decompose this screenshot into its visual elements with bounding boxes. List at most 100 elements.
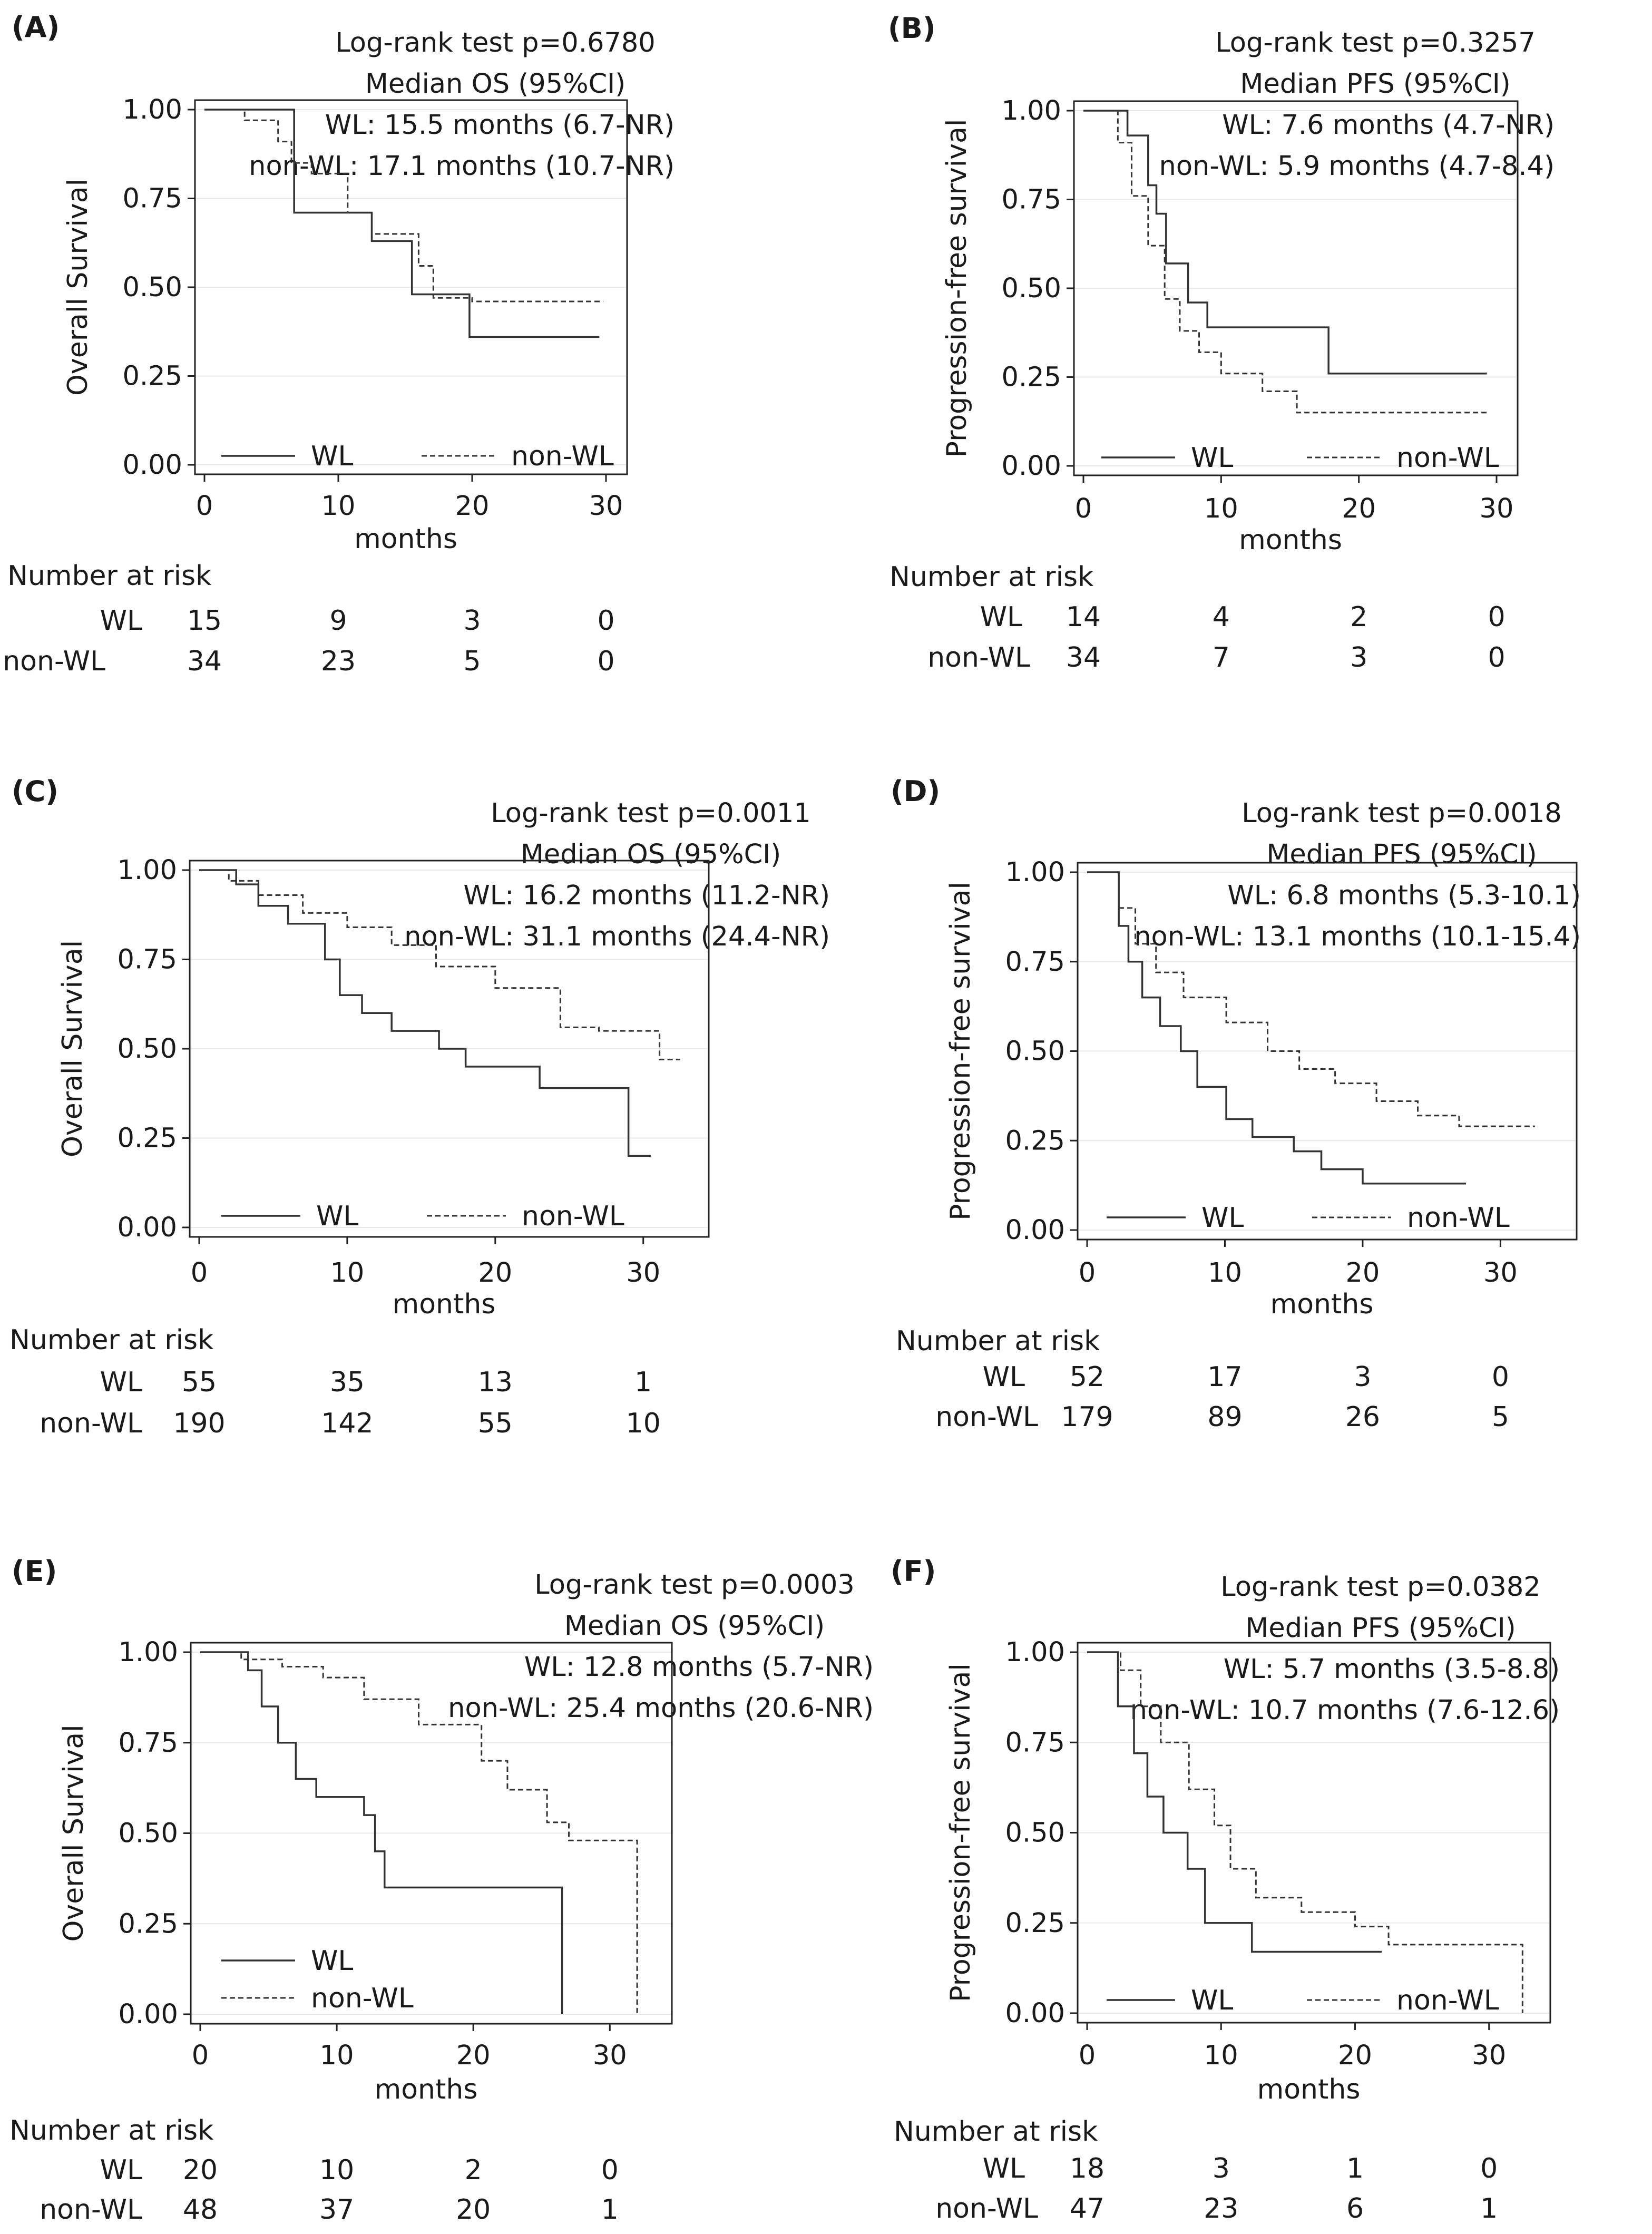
legend-label-E-1: non-WL bbox=[311, 1983, 414, 2014]
risk-value-E-1-0: 48 bbox=[183, 2194, 218, 2226]
risk-value-A-0-0: 15 bbox=[187, 605, 222, 637]
risk-title-F: Number at risk bbox=[894, 2116, 1098, 2148]
risk-value-D-0-1: 17 bbox=[1207, 1361, 1242, 1393]
risk-value-F-1-0: 47 bbox=[1070, 2193, 1104, 2225]
risk-value-B-1-3: 0 bbox=[1488, 642, 1505, 674]
xtick-label-B-0: 0 bbox=[1075, 493, 1092, 524]
curve-D-non-wl bbox=[1087, 871, 1535, 1127]
ytick-label-B-0: 0.00 bbox=[1001, 451, 1061, 482]
risk-label-F-0: WL bbox=[983, 2153, 1025, 2184]
annotation-B-0: Log-rank test p=0.3257 bbox=[1215, 27, 1536, 58]
annotation-C-2: WL: 16.2 months (11.2-NR) bbox=[463, 880, 830, 911]
panel-C: (C) Log-rank test p=0.0011 Median OS (95%C… bbox=[9, 775, 830, 1439]
annotation-D-1: Median PFS (95%CI) bbox=[1266, 839, 1537, 870]
curve-E-wl bbox=[200, 1651, 563, 2014]
ytick-label-D-3: 0.75 bbox=[1005, 947, 1065, 978]
risk-value-B-0-0: 14 bbox=[1066, 601, 1101, 633]
xtick-label-E-3: 30 bbox=[593, 2040, 627, 2071]
risk-title-A: Number at risk bbox=[7, 560, 211, 592]
xtick-label-A-1: 10 bbox=[321, 491, 356, 522]
xtick-label-A-0: 0 bbox=[196, 491, 213, 522]
xtick-label-D-2: 20 bbox=[1345, 1257, 1380, 1289]
risk-value-F-1-3: 1 bbox=[1480, 2193, 1498, 2225]
risk-value-F-0-2: 1 bbox=[1346, 2153, 1364, 2184]
xtick-label-A-3: 30 bbox=[589, 491, 623, 522]
risk-value-A-1-0: 34 bbox=[187, 646, 222, 677]
y-axis-title-C: Overall Survival bbox=[57, 940, 89, 1157]
risk-label-D-1: non-WL bbox=[935, 1401, 1038, 1433]
risk-value-F-1-2: 6 bbox=[1346, 2193, 1364, 2225]
panel-B: (B) Log-rank test p=0.3257 Median PFS (95%… bbox=[888, 12, 1555, 674]
annotation-C-3: non-WL: 31.1 months (24.4-NR) bbox=[404, 921, 830, 952]
annotation-E-0: Log-rank test p=0.0003 bbox=[534, 1569, 855, 1601]
ytick-label-F-3: 0.75 bbox=[1005, 1727, 1065, 1758]
ytick-label-E-1: 0.25 bbox=[118, 1908, 178, 1939]
legend-label-A-0: WL bbox=[311, 441, 353, 472]
ytick-label-D-4: 1.00 bbox=[1005, 857, 1065, 888]
y-axis-title-E: Overall Survival bbox=[58, 1724, 90, 1942]
y-axis-title-A: Overall Survival bbox=[62, 179, 94, 396]
risk-value-C-1-0: 190 bbox=[173, 1408, 225, 1439]
x-axis-title-E: months bbox=[375, 2074, 478, 2105]
annotation-D-3: non-WL: 13.1 months (10.1-15.4) bbox=[1134, 921, 1581, 952]
curve-F-non-wl bbox=[1087, 1651, 1523, 2013]
risk-value-B-1-1: 7 bbox=[1213, 642, 1230, 674]
xtick-label-C-0: 0 bbox=[191, 1257, 208, 1289]
risk-value-A-1-1: 23 bbox=[321, 646, 356, 677]
ytick-label-A-4: 1.00 bbox=[122, 94, 182, 125]
xtick-label-A-2: 20 bbox=[455, 491, 490, 522]
annotation-A-3: non-WL: 17.1 months (10.7-NR) bbox=[249, 151, 675, 182]
xtick-label-F-3: 30 bbox=[1472, 2040, 1506, 2071]
annotation-B-1: Median PFS (95%CI) bbox=[1240, 69, 1510, 100]
risk-value-A-0-2: 3 bbox=[463, 605, 481, 637]
panel-label-D: (D) bbox=[891, 775, 940, 808]
panel-label-A: (A) bbox=[12, 11, 60, 44]
ytick-label-C-1: 0.25 bbox=[117, 1123, 177, 1154]
risk-value-F-0-0: 18 bbox=[1070, 2153, 1104, 2184]
risk-value-C-1-1: 142 bbox=[321, 1408, 373, 1439]
panel-D: (D) Log-rank test p=0.0018 Median PFS (95%… bbox=[891, 775, 1581, 1433]
ytick-label-A-3: 0.75 bbox=[122, 183, 182, 214]
risk-value-D-0-0: 52 bbox=[1070, 1361, 1104, 1393]
curve-B-wl bbox=[1083, 110, 1487, 375]
risk-title-E: Number at risk bbox=[9, 2115, 213, 2147]
panel-E: (E) Log-rank test p=0.0003 Median OS (95%C… bbox=[9, 1555, 874, 2226]
legend-label-A-1: non-WL bbox=[511, 441, 614, 472]
curve-C-non-wl bbox=[199, 869, 680, 1060]
legend-label-D-0: WL bbox=[1201, 1202, 1244, 1234]
curve-C-wl bbox=[199, 869, 651, 1157]
annotation-E-3: non-WL: 25.4 months (20.6-NR) bbox=[448, 1693, 874, 1724]
xtick-label-C-2: 20 bbox=[478, 1257, 512, 1289]
x-axis-title-A: months bbox=[354, 523, 457, 555]
risk-value-D-1-0: 179 bbox=[1061, 1401, 1113, 1433]
panel-label-E: (E) bbox=[12, 1555, 57, 1588]
risk-value-C-1-2: 55 bbox=[478, 1408, 513, 1439]
ytick-label-C-3: 0.75 bbox=[117, 944, 177, 975]
xtick-label-B-1: 10 bbox=[1204, 493, 1238, 524]
risk-value-A-1-3: 0 bbox=[597, 646, 614, 677]
risk-title-D: Number at risk bbox=[896, 1325, 1100, 1357]
annotation-F-0: Log-rank test p=0.0382 bbox=[1220, 1572, 1541, 1603]
risk-value-C-1-3: 10 bbox=[626, 1408, 661, 1439]
curve-A-wl bbox=[204, 109, 600, 338]
risk-value-A-1-2: 5 bbox=[463, 646, 481, 677]
xtick-label-B-3: 30 bbox=[1480, 493, 1514, 524]
annotation-E-2: WL: 12.8 months (5.7-NR) bbox=[524, 1652, 874, 1683]
ytick-label-B-2: 0.50 bbox=[1001, 273, 1061, 304]
x-axis-title-B: months bbox=[1239, 524, 1342, 556]
risk-label-C-0: WL bbox=[100, 1367, 142, 1398]
panel-label-F: (F) bbox=[891, 1555, 936, 1588]
ytick-label-F-4: 1.00 bbox=[1005, 1637, 1065, 1668]
annotation-F-3: non-WL: 10.7 months (7.6-12.6) bbox=[1130, 1695, 1560, 1726]
risk-value-D-1-1: 89 bbox=[1207, 1401, 1242, 1433]
y-axis-title-B: Progression-free survival bbox=[941, 119, 973, 458]
x-axis-title-D: months bbox=[1270, 1289, 1374, 1320]
curve-B-non-wl bbox=[1083, 110, 1490, 414]
risk-value-E-1-1: 37 bbox=[319, 2194, 354, 2226]
panel-A: (A) Log-rank test p=0.6780 Median OS (95%C… bbox=[3, 11, 675, 677]
annotation-E-1: Median OS (95%CI) bbox=[564, 1611, 825, 1642]
curve-A-non-wl bbox=[204, 109, 603, 303]
xtick-label-E-1: 10 bbox=[320, 2040, 354, 2071]
risk-value-A-0-1: 9 bbox=[329, 605, 347, 637]
ytick-label-C-4: 1.00 bbox=[117, 855, 177, 886]
